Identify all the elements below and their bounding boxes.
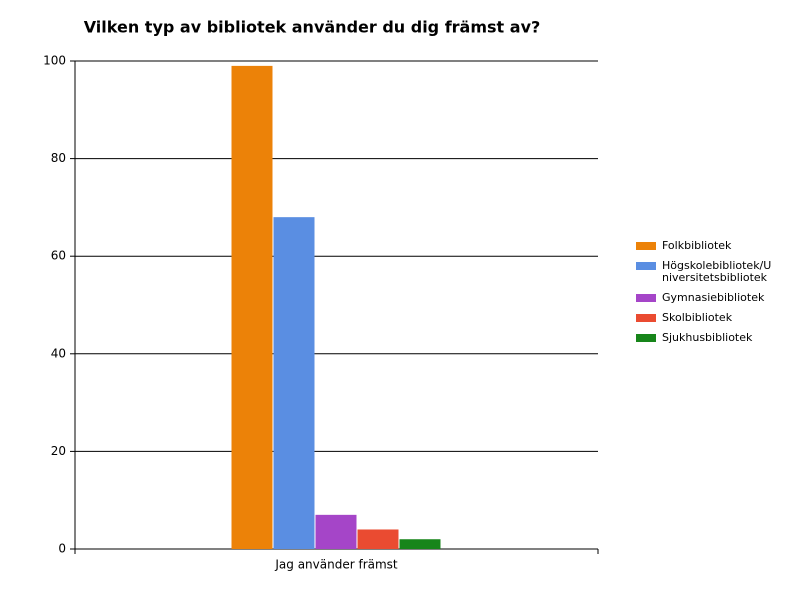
bar <box>357 529 399 549</box>
y-tick-label: 100 <box>43 54 66 68</box>
bar <box>315 514 357 549</box>
x-tick-label: Jag använder främst <box>274 558 398 572</box>
y-tick-label: 0 <box>58 542 66 556</box>
legend-item: Sjukhusbibliotek <box>636 332 786 344</box>
y-tick-label: 60 <box>51 249 66 263</box>
legend-swatch <box>636 314 656 322</box>
legend-item: Högskolebibliotek/Universitetsbibliotek <box>636 260 786 284</box>
legend-label: Gymnasiebibliotek <box>662 291 765 304</box>
legend-label: Sjukhusbibliotek <box>662 331 753 344</box>
y-tick-label: 20 <box>51 444 66 458</box>
legend: Folkbibliotek Högskolebibliotek/Universit… <box>636 240 786 352</box>
legend-label: Skolbibliotek <box>662 311 733 324</box>
y-tick-label: 40 <box>51 346 66 360</box>
legend-label: Folkbibliotek <box>662 239 732 252</box>
legend-swatch <box>636 242 656 250</box>
legend-item: Skolbibliotek <box>636 312 786 324</box>
y-tick-label: 80 <box>51 151 66 165</box>
legend-swatch <box>636 262 656 270</box>
legend-swatch <box>636 294 656 302</box>
legend-item: Folkbibliotek <box>636 240 786 252</box>
chart-title: Vilken typ av bibliotek använder du dig … <box>84 18 541 37</box>
bar <box>399 539 441 549</box>
legend-label: Högskolebibliotek/Universitetsbibliotek <box>662 259 772 284</box>
bar <box>231 65 273 549</box>
legend-swatch <box>636 334 656 342</box>
legend-item: Gymnasiebibliotek <box>636 292 786 304</box>
bar <box>273 217 315 549</box>
